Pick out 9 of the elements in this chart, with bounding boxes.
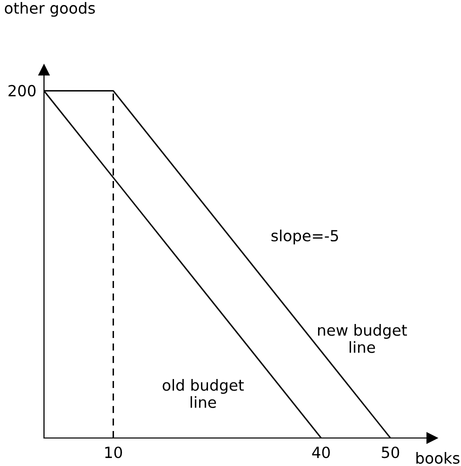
x-tick-label: 10	[105, 446, 122, 458]
text: 200	[8, 84, 36, 96]
annotation: new budget line	[318, 324, 407, 353]
x-axis-title: books	[416, 452, 460, 464]
annotation: old budget line	[162, 379, 244, 408]
annotation: slope=-5	[271, 230, 338, 244]
x-tick-label: 50	[382, 446, 400, 458]
x-tick-label: 40	[312, 446, 330, 458]
y-axis-title: other goods	[4, 2, 95, 17]
